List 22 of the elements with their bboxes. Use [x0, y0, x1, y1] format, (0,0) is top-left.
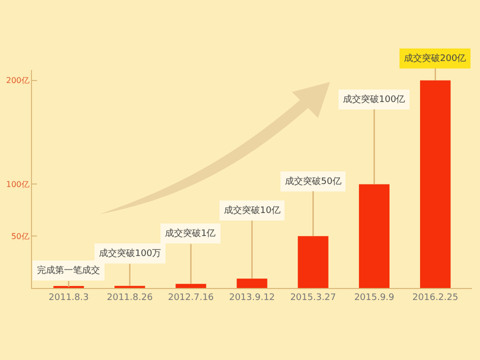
x-tick-label: 2013.9.12 — [229, 292, 275, 303]
annotation: 成交突破100亿 — [343, 94, 406, 105]
bar — [420, 80, 451, 288]
y-tick-label: 100亿 — [6, 180, 30, 189]
x-tick-label: 2015.9.9 — [354, 292, 395, 303]
x-tick-label: 2015.3.27 — [290, 292, 336, 303]
bar — [176, 284, 206, 288]
y-tick-label: 50亿 — [11, 232, 30, 241]
bar — [236, 278, 268, 288]
annotation: 成交突破100万 — [99, 248, 162, 259]
annotation: 成交突破1亿 — [165, 228, 216, 239]
y-tick-label: 200亿 — [6, 76, 30, 86]
x-tick-label: 2011.8.26 — [106, 292, 153, 303]
annotation: 完成第一笔成交 — [37, 265, 100, 276]
x-tick-label: 2016.2.25 — [412, 292, 458, 303]
bar — [358, 184, 390, 288]
x-tick-label: 2011.8.3 — [48, 292, 89, 303]
bar — [298, 236, 328, 288]
annotation: 成交突破10亿 — [224, 205, 280, 216]
x-tick-label: 2012.7.16 — [168, 292, 214, 303]
annotation: 成交突破200亿 — [404, 53, 466, 64]
annotation: 成交突破50亿 — [285, 176, 342, 187]
